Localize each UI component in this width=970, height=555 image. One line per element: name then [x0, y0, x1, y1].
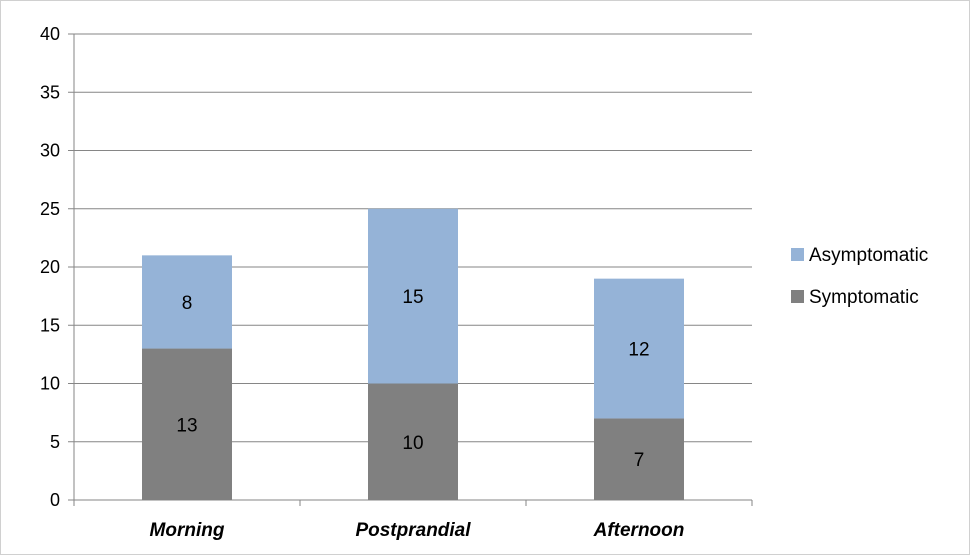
- legend-label-symptomatic: Symptomatic: [809, 287, 919, 308]
- y-tick-label: 10: [40, 374, 60, 394]
- data-labels: 13 8 10 15 7 12: [176, 287, 649, 471]
- data-label: 10: [402, 433, 423, 454]
- legend-swatch-asymptomatic: [791, 248, 804, 261]
- y-tick-label: 20: [40, 257, 60, 277]
- data-label: 7: [634, 450, 645, 471]
- y-tick-label: 5: [50, 432, 60, 452]
- y-tick-label: 35: [40, 82, 60, 102]
- data-label: 12: [628, 340, 649, 361]
- x-category-label: Afternoon: [593, 520, 685, 541]
- x-category-label: Morning: [150, 520, 225, 541]
- bar-asymptomatic-morning: [142, 255, 232, 349]
- y-tick-label: 25: [40, 199, 60, 219]
- data-label: 8: [182, 293, 193, 314]
- legend: Asymptomatic Symptomatic: [791, 245, 928, 308]
- x-category-label: Postprandial: [355, 520, 471, 541]
- data-label: 13: [176, 415, 197, 436]
- data-label: 15: [402, 287, 423, 308]
- bar-symptomatic-morning: [142, 348, 232, 500]
- bar-asymptomatic-afternoon: [594, 278, 684, 419]
- bar-asymptomatic-postprandial: [368, 208, 458, 384]
- bar-symptomatic-afternoon: [594, 418, 684, 500]
- legend-swatch-symptomatic: [791, 290, 804, 303]
- y-tick-label: 0: [50, 490, 60, 510]
- bars: [142, 208, 684, 500]
- y-tick-label: 40: [40, 24, 60, 44]
- legend-label-asymptomatic: Asymptomatic: [809, 245, 928, 266]
- y-tick-label: 30: [40, 141, 60, 161]
- y-tick-label: 15: [40, 315, 60, 335]
- bar-symptomatic-postprandial: [368, 383, 458, 500]
